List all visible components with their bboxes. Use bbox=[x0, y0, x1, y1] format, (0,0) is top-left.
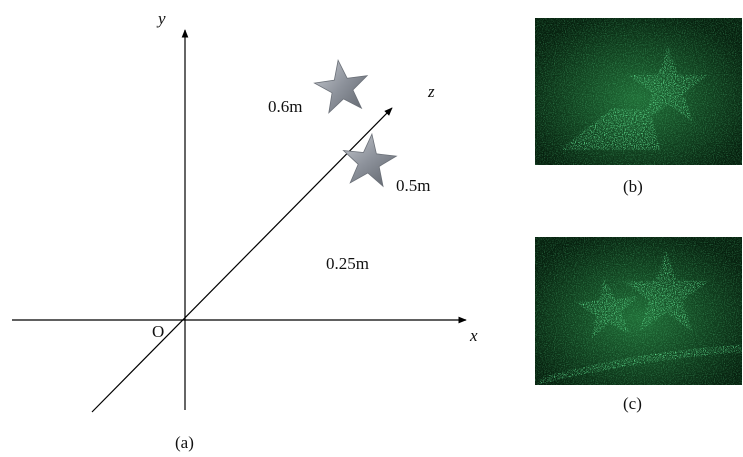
image-c bbox=[535, 237, 742, 385]
origin-label: O bbox=[152, 322, 164, 341]
star-near bbox=[340, 131, 398, 187]
caption: (a) bbox=[175, 433, 194, 452]
x-label: x bbox=[469, 326, 478, 345]
caption: (c) bbox=[623, 394, 642, 413]
distance-label: 0.6m bbox=[268, 97, 302, 116]
caption: (b) bbox=[623, 177, 643, 196]
star-far bbox=[312, 57, 372, 115]
y-label: y bbox=[156, 9, 166, 28]
image-b bbox=[535, 18, 742, 165]
figure: y z x O 0.6m 0.5m 0.25m (a) (b) (c) bbox=[0, 0, 743, 457]
z-label: z bbox=[427, 82, 435, 101]
distance-label: 0.25m bbox=[326, 254, 369, 273]
distance-label: 0.5m bbox=[396, 176, 430, 195]
